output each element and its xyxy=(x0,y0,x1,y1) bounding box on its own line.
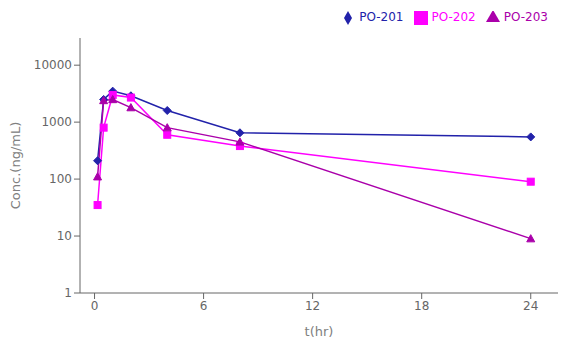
html-text:PO-203: PO-203 xyxy=(503,10,548,24)
svg-text:1000: 1000 xyxy=(41,115,72,129)
svg-text:10: 10 xyxy=(57,229,72,243)
svg-text:Conc.(ng/mL): Conc.(ng/mL) xyxy=(8,122,23,209)
svg-text:12: 12 xyxy=(305,299,320,313)
svg-text:6: 6 xyxy=(200,299,208,313)
html-text:PO-202: PO-202 xyxy=(431,10,476,24)
svg-text:1: 1 xyxy=(64,286,72,300)
svg-text:18: 18 xyxy=(414,299,429,313)
html-text:PO-201: PO-201 xyxy=(359,10,404,24)
svg-text:0: 0 xyxy=(91,299,99,313)
svg-text:t(hr): t(hr) xyxy=(305,324,334,339)
svg-text:10000: 10000 xyxy=(34,58,72,72)
svg-text:24: 24 xyxy=(523,299,538,313)
svg-text:100: 100 xyxy=(49,172,72,186)
